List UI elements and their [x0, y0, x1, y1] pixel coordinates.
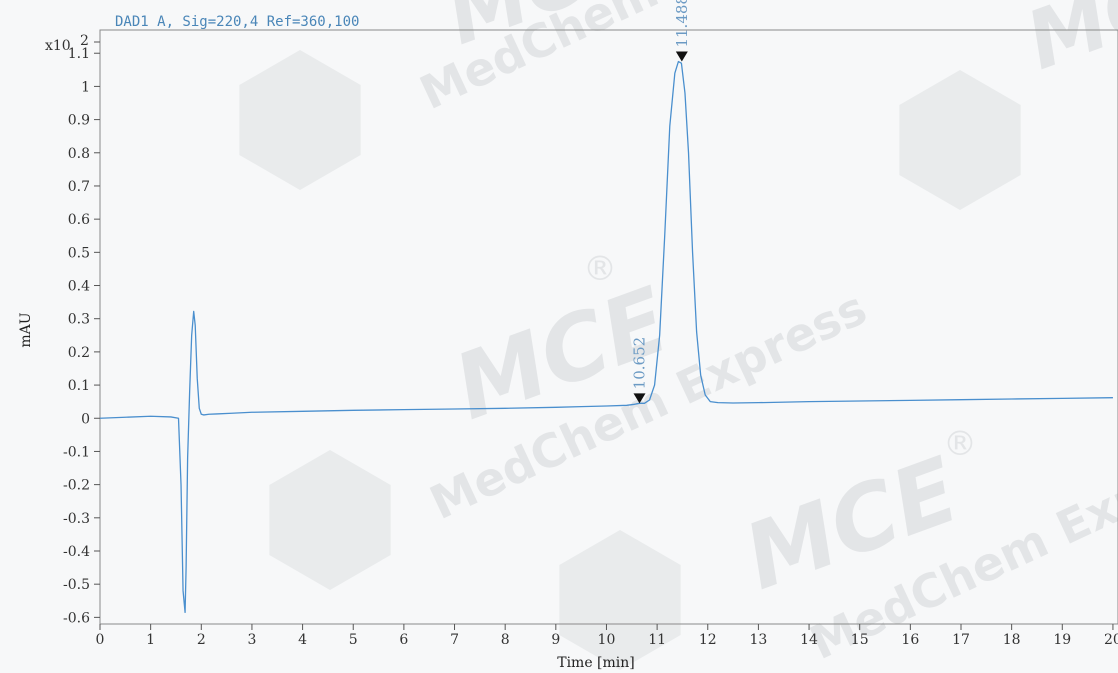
y-tick-label: -0.1 [63, 444, 90, 460]
watermark-hexagon [239, 50, 361, 190]
x-tick-label: 3 [247, 632, 256, 648]
peak-marker-icon [633, 393, 646, 404]
x-tick-label: 2 [197, 632, 206, 648]
y-tick-label: 0.9 [68, 113, 90, 129]
y-tick-label: -0.6 [63, 610, 90, 626]
x-tick-label: 15 [851, 632, 869, 648]
watermark-registered: ® [583, 249, 617, 289]
x-tick-label: 8 [501, 632, 510, 648]
watermark-logo: MCE [1015, 0, 1118, 88]
peak-annotations: 10.652 11.488 [630, 0, 691, 404]
x-tick-label: 9 [551, 632, 560, 648]
x-tick-label: 13 [749, 632, 767, 648]
y-tick-label: 0.1 [68, 378, 90, 394]
x-tick-label: 18 [1003, 632, 1021, 648]
axes: 0 1 2 3 4 5 6 7 8 9 10 11 12 13 14 15 16 17 18 19 20-0.6-0.5… [63, 41, 1118, 648]
x-tick-label: 7 [450, 632, 459, 648]
watermark-hexagon [899, 70, 1021, 210]
x-tick-label: 12 [699, 632, 717, 648]
x-tick-label: 5 [349, 632, 358, 648]
y-multiplier-exponent: 2 [80, 33, 89, 49]
series-layer [99, 60, 1113, 614]
y-tick-label: 0.6 [68, 212, 90, 228]
watermark-hexagon [269, 450, 391, 590]
y-tick-label: 0.8 [68, 146, 90, 162]
x-tick-label: 6 [399, 632, 408, 648]
y-tick-label: -0.2 [63, 478, 90, 494]
watermark-registered: ® [943, 424, 977, 464]
peak-label: 11.488 [673, 0, 691, 48]
y-tick-label: 0.7 [68, 179, 90, 195]
y-tick-label: 0.4 [68, 279, 90, 295]
y-tick-label: 0.5 [68, 245, 90, 261]
x-tick-label: 0 [96, 632, 105, 648]
x-tick-label: 16 [901, 632, 919, 648]
x-tick-label: 4 [298, 632, 307, 648]
plot-area [99, 29, 1118, 625]
x-tick-label: 1 [146, 632, 155, 648]
signal-header: DAD1 A, Sig=220,4 Ref=360,100 [115, 14, 359, 30]
x-tick-label: 14 [800, 632, 818, 648]
y-tick-label: 0.3 [68, 312, 90, 328]
y-tick-label: 1.1 [68, 46, 90, 62]
x-tick-label: 17 [952, 632, 970, 648]
y-tick-label: -0.3 [63, 511, 90, 527]
x-tick-label: 11 [648, 632, 666, 648]
y-tick-label: -0.5 [63, 577, 90, 593]
x-axis-title: Time [min] [557, 655, 635, 671]
y-multiplier-label: x10 [45, 38, 71, 54]
x-tick-label: 10 [598, 632, 616, 648]
peak-marker-icon [675, 51, 688, 62]
y-tick-label: -0.4 [63, 544, 90, 560]
y-tick-label: 1 [81, 79, 90, 95]
y-axis-title: mAU [18, 312, 34, 347]
watermark-hexagon [559, 530, 681, 670]
y-tick-label: 0 [81, 411, 90, 427]
y-tick-label: 0.2 [68, 345, 90, 361]
chromatogram-line [99, 60, 1113, 614]
x-tick-label: 19 [1053, 632, 1071, 648]
peak-label: 10.652 [630, 337, 648, 390]
x-tick-label: 20 [1104, 632, 1118, 648]
